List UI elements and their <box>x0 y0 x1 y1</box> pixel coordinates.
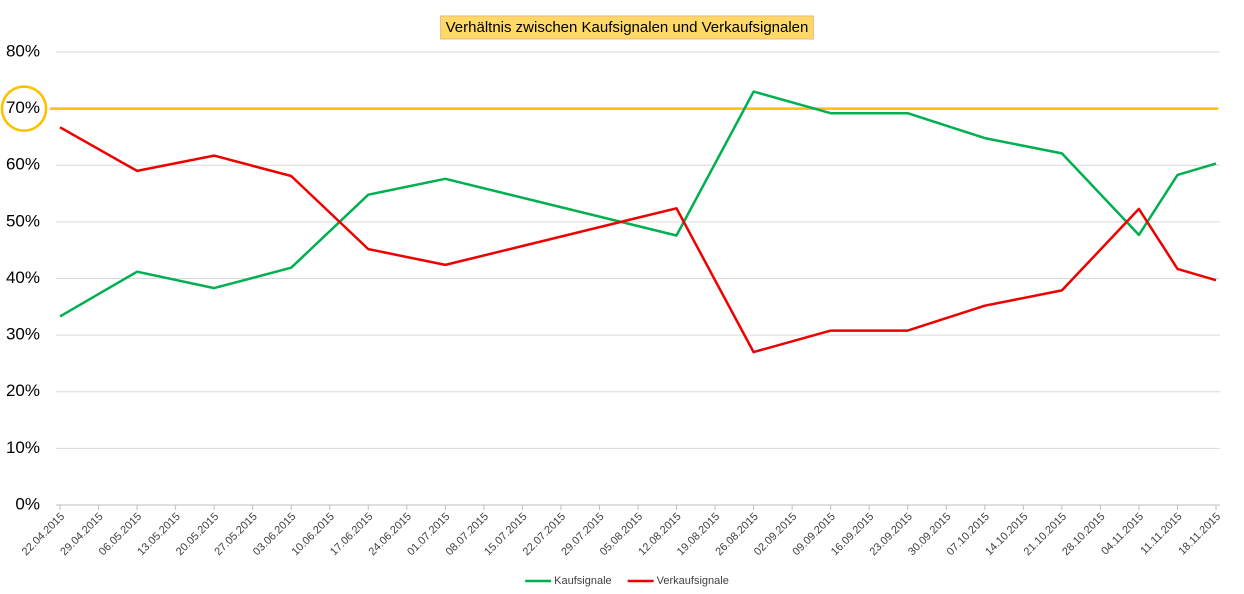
series-line <box>59 90 1217 318</box>
series-line <box>59 126 1217 354</box>
y-tick-label: 30% <box>6 325 40 344</box>
y-tick-label: 20% <box>6 381 40 400</box>
legend-label: Kaufsignale <box>554 575 612 587</box>
legend: Kaufsignale Verkaufsignale <box>525 575 729 587</box>
chart-title: Verhältnis zwischen Kaufsignalen und Ver… <box>446 19 809 36</box>
y-tick-label: 70% <box>6 98 40 117</box>
y-tick-label: 10% <box>6 438 40 457</box>
title-box <box>440 15 814 40</box>
y-tick-label: 80% <box>6 41 40 60</box>
legend-label: Verkaufsignale <box>657 575 729 587</box>
y-tick-label: 40% <box>6 268 40 287</box>
y-tick-label: 0% <box>15 494 40 513</box>
y-tick-label: 60% <box>6 155 40 174</box>
highlight-circle <box>0 85 48 132</box>
y-tick-label: 50% <box>6 211 40 230</box>
